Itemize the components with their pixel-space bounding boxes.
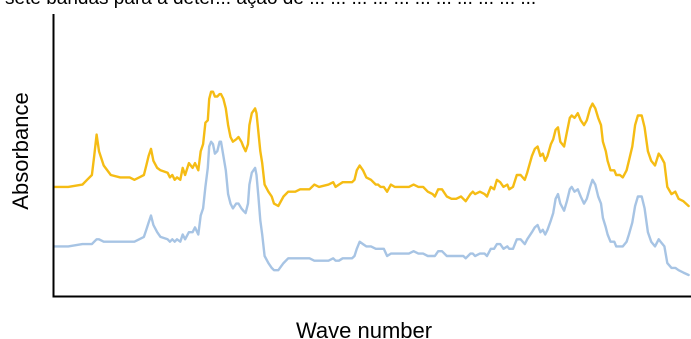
series-layer xyxy=(52,90,690,277)
chart-title: sete bandas para a deter... ação de ... … xyxy=(5,0,536,9)
x-axis-label: Wave number xyxy=(296,318,432,339)
y-axis-label: Absorbance xyxy=(8,92,33,209)
series-line-1 xyxy=(52,90,690,208)
series-line-2 xyxy=(52,140,690,277)
plot-area xyxy=(52,14,691,298)
